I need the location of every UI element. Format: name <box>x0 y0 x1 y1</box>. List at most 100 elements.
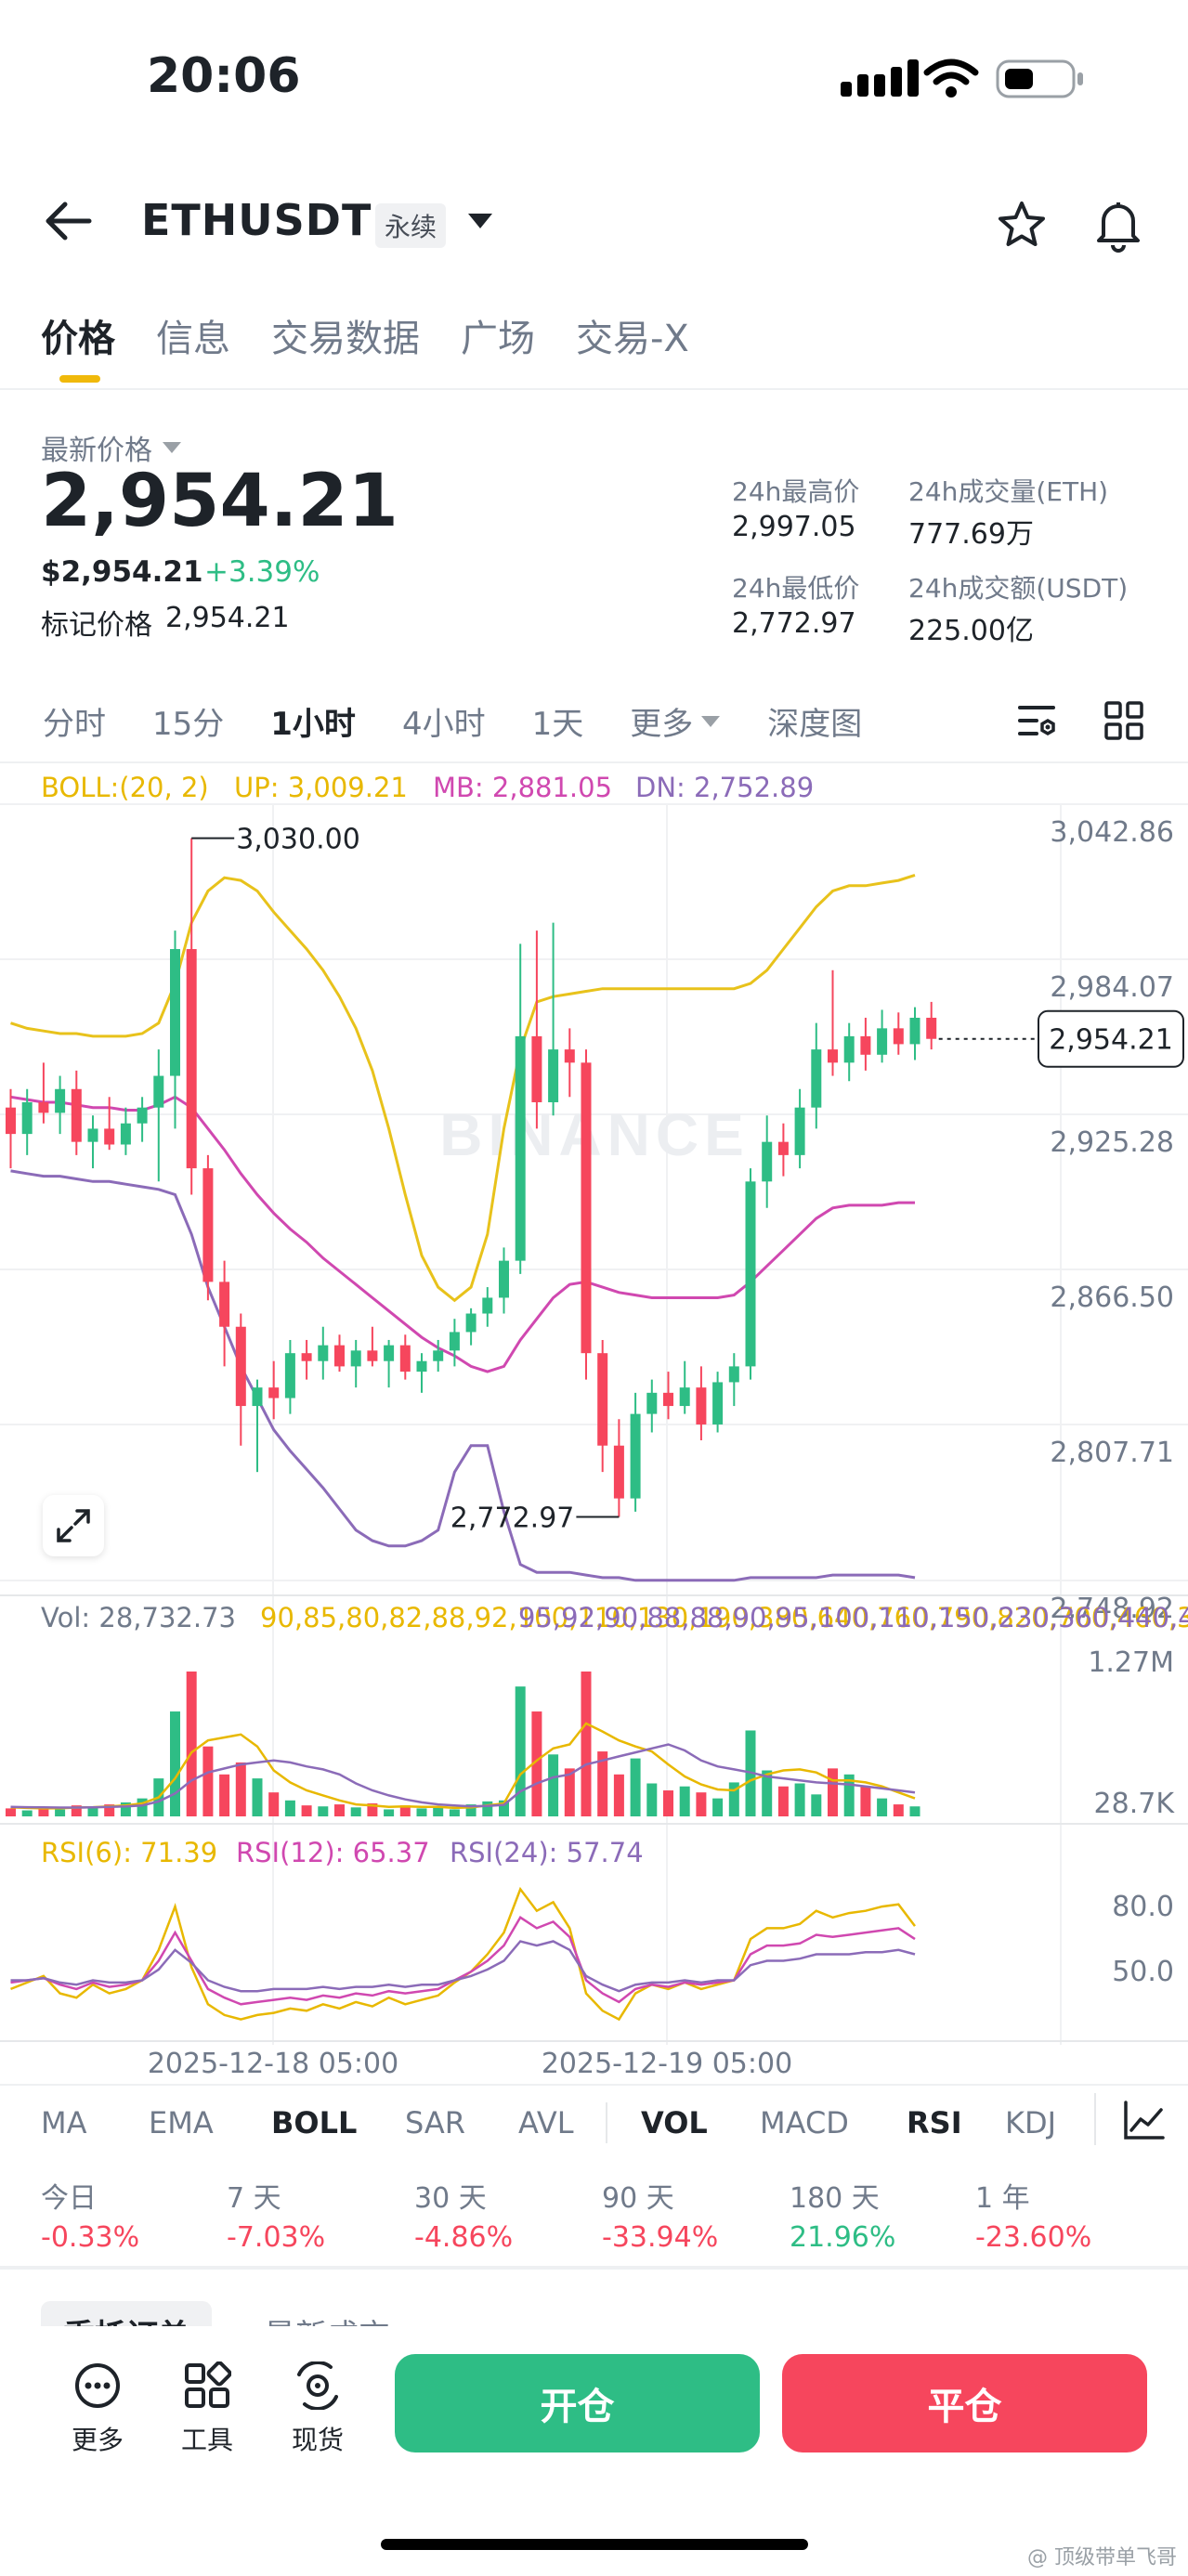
volume-bar-20 <box>334 1804 345 1816</box>
interval-more[interactable]: 更多 <box>630 698 721 744</box>
vol-tick-0: 1.27M <box>1088 1646 1174 1679</box>
symbol-dropdown-icon[interactable] <box>466 212 494 230</box>
tab-price[interactable]: 价格 <box>41 308 115 383</box>
candle-body-47 <box>777 1141 789 1155</box>
candle-body-18 <box>301 1353 312 1361</box>
wifi-icon <box>923 59 979 98</box>
candle-body-24 <box>399 1345 411 1373</box>
open-position-button[interactable]: 开仓 <box>395 2354 760 2452</box>
candle-body-5 <box>87 1128 98 1142</box>
volume-bar-6 <box>104 1804 115 1816</box>
tools-icon[interactable] <box>183 2361 231 2410</box>
indicator-sar[interactable]: SAR <box>405 2105 466 2140</box>
spot-icon[interactable] <box>294 2361 342 2410</box>
candle-body-4 <box>71 1088 82 1142</box>
indicator-avl[interactable]: AVL <box>518 2105 574 2140</box>
interval-15m[interactable]: 15分 <box>152 706 225 743</box>
tab-square[interactable]: 广场 <box>461 318 535 360</box>
mark-price-row: 标记价格 2,954.21 <box>41 602 290 643</box>
contract-type-badge: 永续 <box>375 203 447 248</box>
candle-body-35 <box>581 1062 592 1354</box>
tab-trading-x[interactable]: 交易-X <box>576 318 689 360</box>
volume-bar-47 <box>777 1786 789 1816</box>
interval-1d[interactable]: 1天 <box>531 706 584 743</box>
candle-body-2 <box>38 1101 49 1113</box>
indicator-separator <box>606 2102 641 2143</box>
bell-icon[interactable] <box>1092 197 1144 253</box>
current-price-tag: 2,954.21 <box>1049 1024 1173 1057</box>
candle-body-45 <box>745 1181 756 1367</box>
interval-bar: 分时 15分 1小时 4小时 1天 更多 深度图 <box>43 698 862 744</box>
volume-bar-19 <box>318 1806 329 1816</box>
interval-4h[interactable]: 4小时 <box>401 706 486 743</box>
chart-settings-icon[interactable] <box>1016 698 1061 743</box>
high-annotation: 3,030.00 <box>236 824 360 856</box>
more-label: 更多 <box>71 2425 124 2455</box>
perf-label-3: 90 天 <box>602 2182 674 2215</box>
volume-bar-55 <box>909 1806 920 1816</box>
price-tick-1: 2,984.07 <box>1050 971 1174 1004</box>
rsi-tick-0: 80.0 <box>1112 1891 1174 1923</box>
indicator-divider-top <box>0 2084 1188 2086</box>
indicator-macd[interactable]: MACD <box>760 2105 849 2140</box>
fullscreen-button[interactable] <box>43 1495 104 1556</box>
candle-body-10 <box>170 949 180 1076</box>
time-tick-1: 2025-12-19 05:00 <box>542 2048 792 2080</box>
candle-body-14 <box>235 1326 246 1407</box>
volume-bar-4 <box>71 1805 82 1816</box>
watermark: BINANCE <box>439 1101 750 1168</box>
star-icon[interactable] <box>996 199 1048 251</box>
volume-bar-38 <box>630 1758 641 1816</box>
battery-icon <box>996 59 1083 98</box>
volume-bar-11 <box>186 1672 197 1816</box>
indicator-kdj[interactable]: KDJ <box>1005 2105 1057 2140</box>
current-price-tag-box <box>1038 1009 1184 1068</box>
kline-chart[interactable]: BINANCE BOLL:(20, 2) UP: 3,009.21 MB: 2,… <box>0 763 1188 2101</box>
candle-body-20 <box>334 1345 345 1367</box>
tab-info[interactable]: 信息 <box>156 318 230 360</box>
price-change: +3.39% <box>204 555 320 589</box>
tab-open-orders[interactable]: 委托订单 <box>41 2301 212 2329</box>
perf-value-3: -33.94% <box>602 2221 719 2254</box>
back-arrow-icon[interactable] <box>43 195 95 247</box>
indicator-separator-2 <box>1094 2093 1096 2145</box>
more-icon[interactable] <box>73 2361 122 2410</box>
indicator-ma[interactable]: MA <box>41 2105 87 2140</box>
vol-ma10-line <box>10 1743 916 1809</box>
boll-up-line <box>10 873 916 1303</box>
candle-body-44 <box>728 1366 739 1383</box>
candle-body-50 <box>828 1049 838 1063</box>
interval-1h[interactable]: 1小时 <box>270 706 356 743</box>
candle-body-42 <box>696 1387 707 1425</box>
symbol-title[interactable]: ETHUSDT <box>141 195 372 245</box>
vol-tick-1: 28.7K <box>1094 1788 1176 1820</box>
low-annotation: 2,772.97 <box>450 1503 575 1535</box>
candle-body-32 <box>531 1035 542 1102</box>
volume-bar-23 <box>384 1809 395 1816</box>
home-indicator <box>381 2539 808 2550</box>
credit-watermark: @ 顶级带单飞哥 <box>1027 2546 1177 2569</box>
candle-body-39 <box>646 1392 658 1414</box>
candle-body-27 <box>449 1332 460 1351</box>
tab-trading-data[interactable]: 交易数据 <box>271 318 420 360</box>
interval-time-sharing[interactable]: 分时 <box>43 706 106 743</box>
interval-divider <box>0 761 1188 763</box>
volume-bar-22 <box>367 1803 378 1816</box>
indicator-boll[interactable]: BOLL <box>271 2105 358 2140</box>
indicator-settings-icon[interactable] <box>1122 2101 1165 2141</box>
close-position-button[interactable]: 平仓 <box>782 2354 1147 2452</box>
volume-bar-17 <box>284 1800 295 1816</box>
volume-bar-27 <box>449 1809 460 1816</box>
volume-bar-26 <box>433 1806 444 1816</box>
indicator-ema[interactable]: EMA <box>149 2105 214 2140</box>
rsi12-label: RSI(12): 65.37 <box>236 1837 430 1868</box>
volume-bar-7 <box>120 1802 131 1816</box>
boll-up-label: UP: 3,009.21 <box>234 772 408 803</box>
depth-chart-tab[interactable]: 深度图 <box>767 706 863 743</box>
layout-grid-icon[interactable] <box>1103 700 1144 741</box>
indicator-rsi[interactable]: RSI <box>907 2105 962 2140</box>
last-price-label[interactable]: 最新价格 <box>41 427 182 468</box>
volume-bar-43 <box>712 1798 724 1816</box>
indicator-vol[interactable]: VOL <box>641 2105 708 2140</box>
volume-bar-1 <box>21 1810 33 1816</box>
